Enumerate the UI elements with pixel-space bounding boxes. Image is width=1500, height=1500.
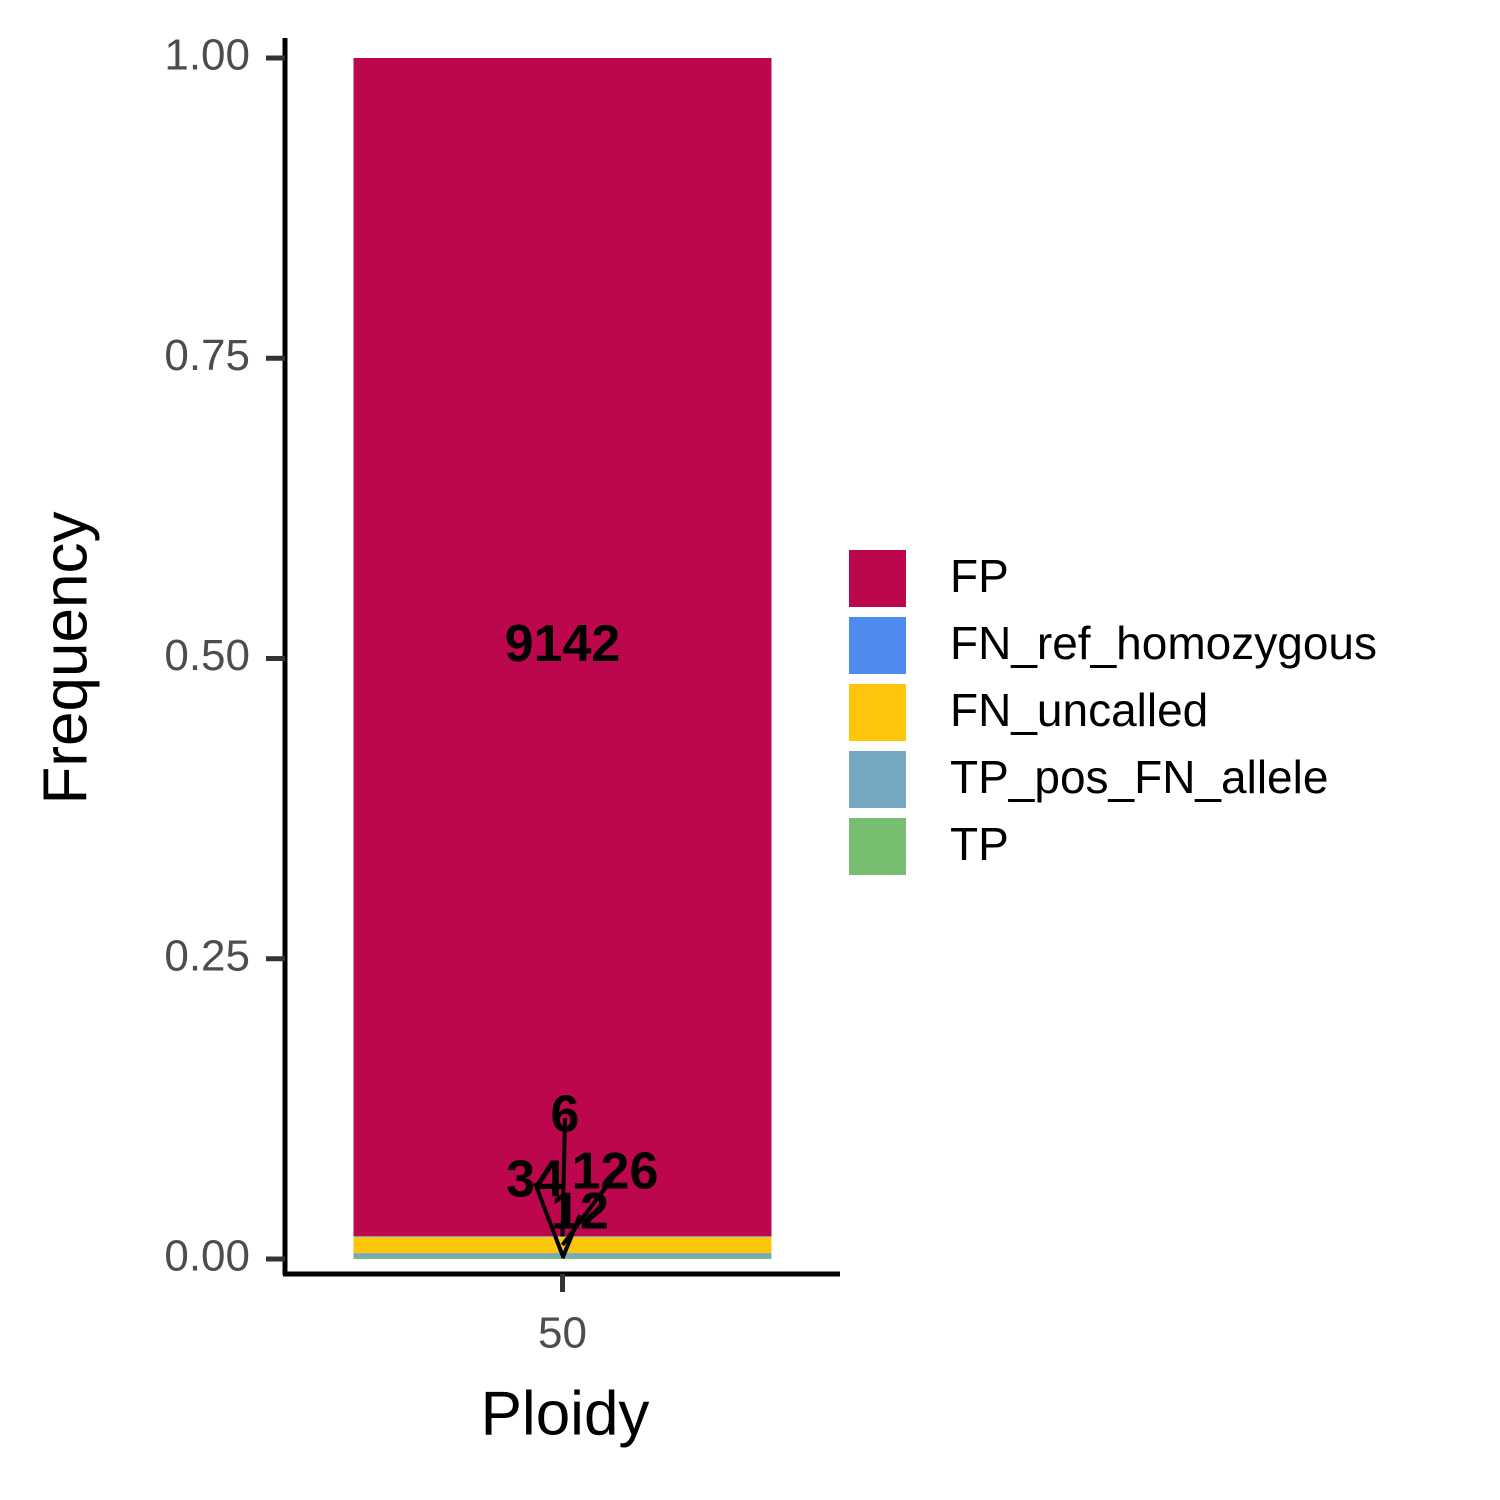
y-tick-label: 0.50	[164, 631, 250, 680]
y-tick-label: 0.00	[164, 1232, 250, 1281]
legend-label: TP	[950, 818, 1009, 870]
x-axis-title: Ploidy	[481, 1379, 650, 1448]
bar-segment	[353, 1236, 772, 1237]
bar-segment	[353, 58, 772, 1237]
y-tick-label: 1.00	[164, 31, 250, 80]
legend-swatch	[849, 751, 906, 808]
legend-swatch	[849, 550, 906, 607]
legend-swatch	[849, 684, 906, 741]
legend-swatch	[849, 617, 906, 674]
data-label: 9142	[505, 615, 621, 673]
data-label: 126	[572, 1143, 659, 1201]
data-label: 6	[551, 1086, 580, 1144]
legend-label: FN_uncalled	[950, 684, 1208, 736]
data-label: 34	[506, 1151, 564, 1209]
legend-label: FP	[950, 550, 1009, 602]
y-tick-label: 0.75	[164, 331, 250, 380]
legend-label: TP_pos_FN_allele	[950, 751, 1328, 803]
x-tick-label: 50	[538, 1309, 587, 1358]
label-connector	[560, 1117, 567, 1237]
legend-swatch	[849, 818, 906, 875]
y-axis-title: Frequency	[31, 512, 100, 805]
data-label: 12	[551, 1183, 609, 1241]
label-connector	[560, 1214, 582, 1259]
label-connector	[533, 1182, 565, 1256]
legend-label: FN_ref_homozygous	[950, 617, 1377, 669]
y-tick-label: 0.25	[164, 931, 250, 980]
